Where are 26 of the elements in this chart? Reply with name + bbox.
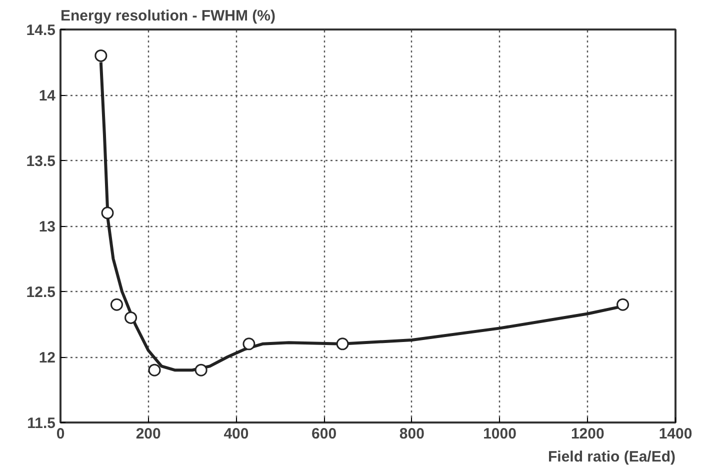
y-tick-label: 13.5 <box>26 153 56 170</box>
y-tick-label: 12.5 <box>26 284 56 301</box>
point <box>110 298 123 311</box>
x-tick-label: 1000 <box>483 426 516 442</box>
y-tick-label: 13 <box>38 218 56 236</box>
y-tick-label: 11.5 <box>27 415 56 432</box>
x-axis-title: Field ratio (Ea/Ed) <box>548 448 676 466</box>
x-tick-label: 800 <box>399 426 424 442</box>
x-tick-label: 600 <box>312 426 337 442</box>
point <box>194 364 208 376</box>
x-tick-label: 200 <box>136 426 161 442</box>
point <box>336 338 349 350</box>
y-tick-label: 14.5 <box>26 22 56 39</box>
x-tick-label: 0 <box>56 426 65 442</box>
point <box>101 206 114 220</box>
y-tick-label: 14 <box>38 88 56 104</box>
x-tick-label: 400 <box>224 426 249 442</box>
x-tick-label: 1400 <box>658 426 692 442</box>
point <box>242 338 256 350</box>
point <box>148 364 161 376</box>
x-tick-label: 1200 <box>570 426 604 442</box>
point <box>616 298 630 311</box>
point <box>94 49 108 62</box>
point <box>124 311 138 324</box>
y-tick-label: 12 <box>38 350 56 366</box>
y-axis-title: Energy resolution - FWHM (%) <box>60 8 276 24</box>
